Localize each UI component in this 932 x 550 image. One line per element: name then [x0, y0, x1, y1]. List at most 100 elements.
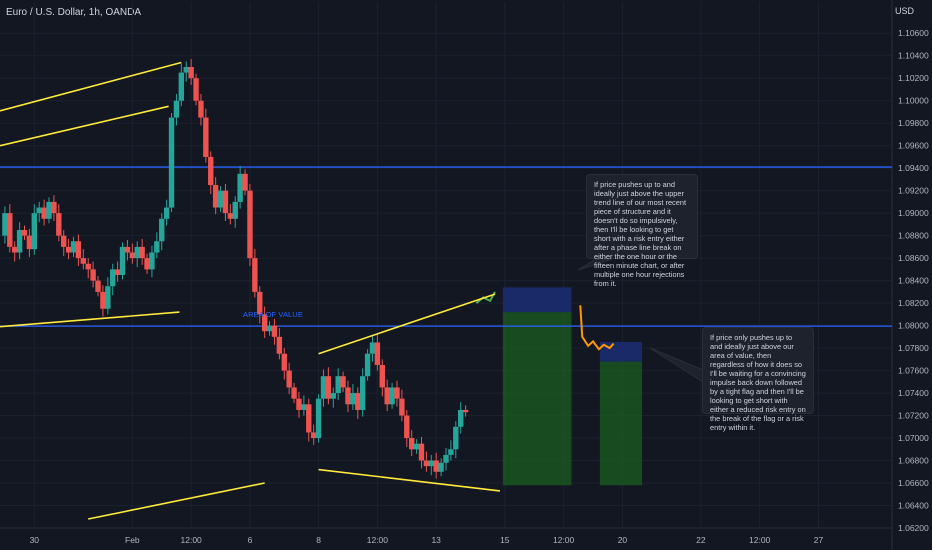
- x-tick-label: 30: [30, 535, 40, 545]
- candle-body: [276, 336, 283, 354]
- y-tick-label: 1.09600: [898, 141, 929, 151]
- candle-body: [85, 263, 91, 270]
- upper-projection: [475, 291, 496, 304]
- symbol-title: Euro / U.S. Dollar, 1h, OANDA: [6, 7, 142, 18]
- candle-body: [65, 246, 72, 253]
- x-tick-label: 27: [814, 535, 824, 545]
- candle-body: [364, 353, 371, 377]
- candle-body: [458, 409, 464, 427]
- x-tick-label: 15: [500, 535, 510, 545]
- candle-body: [369, 342, 376, 354]
- y-tick-label: 1.08800: [898, 231, 929, 241]
- x-tick-label: 13: [431, 535, 441, 545]
- candle-body: [237, 173, 243, 202]
- x-tick-label: Feb: [125, 535, 140, 545]
- candle-body: [306, 404, 312, 433]
- candle-body: [12, 246, 18, 253]
- x-tick-label: 22: [696, 535, 706, 545]
- candle-body: [247, 190, 253, 259]
- candle-body: [168, 117, 175, 208]
- candle-body: [315, 398, 322, 439]
- candle-body: [119, 246, 126, 275]
- candle-body: [266, 325, 273, 332]
- candle-body: [443, 454, 449, 463]
- candle-body: [129, 252, 136, 259]
- y-tick-label: 1.09200: [898, 186, 929, 196]
- x-tick-label: 8: [316, 535, 321, 545]
- candle-body: [149, 252, 155, 270]
- candle-body: [7, 213, 13, 247]
- y-tick-label: 1.06600: [898, 478, 929, 488]
- candle-body: [198, 100, 204, 118]
- candle-body: [95, 280, 101, 292]
- candle-body: [350, 393, 356, 405]
- candle-body: [100, 291, 106, 309]
- candle-body: [399, 398, 405, 416]
- candle-body: [408, 438, 415, 450]
- candle-body: [16, 230, 23, 253]
- trade-note-lower[interactable]: If price only pushes up to and ideally j…: [702, 327, 814, 432]
- candle-body: [271, 325, 278, 337]
- y-tick-label: 1.07400: [898, 388, 929, 398]
- candle-body: [114, 269, 121, 275]
- y-tick-label: 1.06200: [898, 523, 929, 533]
- x-tick-label: 12:00: [553, 535, 575, 545]
- upper-channel-1: [0, 61, 182, 112]
- candle-body: [286, 370, 292, 388]
- y-tick-label: 1.08200: [898, 298, 929, 308]
- lower-channel-1: [0, 311, 180, 328]
- candle-body: [212, 185, 219, 208]
- candle-body: [462, 409, 469, 413]
- candle-body: [232, 201, 238, 219]
- candle-body: [325, 376, 332, 399]
- trade-note-upper[interactable]: If price pushes up to and ideally just a…: [586, 174, 698, 288]
- candle-body: [154, 241, 160, 253]
- candle-body: [384, 387, 390, 405]
- candle-body: [183, 66, 189, 73]
- candle-body: [340, 376, 346, 388]
- candle-body: [320, 376, 327, 399]
- candle-body: [188, 66, 194, 79]
- candle-body: [163, 207, 170, 219]
- candle-body: [242, 173, 248, 191]
- note1-pointer: [577, 258, 613, 271]
- candle-body: [301, 404, 307, 410]
- candle-body: [222, 190, 229, 214]
- candle-body: [355, 393, 361, 410]
- currency-label: USD: [894, 6, 914, 16]
- y-tick-label: 1.09000: [898, 208, 929, 218]
- candle-body: [173, 100, 180, 118]
- wedge-upper: [318, 293, 496, 355]
- candle-body: [453, 426, 459, 450]
- candle-body: [438, 462, 444, 472]
- candle-body: [227, 213, 234, 219]
- candle-body: [394, 387, 400, 399]
- candle-body: [423, 460, 430, 467]
- lower-channel-2: [88, 482, 265, 520]
- x-tick-label: 20: [618, 535, 628, 545]
- candle-body: [310, 432, 317, 439]
- position-1-stop-zone: [502, 287, 572, 313]
- candle-body: [139, 246, 145, 259]
- candle-body: [2, 213, 8, 236]
- candle-body: [374, 342, 381, 365]
- candle-body: [428, 460, 434, 467]
- y-tick-label: 1.10200: [898, 73, 929, 83]
- x-tick-label: 12:00: [181, 535, 203, 545]
- candle-body: [70, 241, 77, 253]
- candle-body: [56, 213, 62, 236]
- x-tick-label: 6: [248, 535, 253, 545]
- lower-projection: [579, 305, 615, 351]
- candle-body: [46, 201, 52, 219]
- candle-body: [105, 286, 111, 309]
- candle-body: [90, 269, 96, 281]
- candle-body: [134, 246, 140, 259]
- y-tick-label: 1.06400: [898, 501, 929, 511]
- candle-body: [413, 443, 420, 450]
- candle-body: [41, 207, 47, 219]
- wedge-lower: [318, 468, 501, 492]
- candle-body: [418, 443, 425, 461]
- candle-body: [359, 376, 366, 410]
- candle-body: [61, 235, 67, 247]
